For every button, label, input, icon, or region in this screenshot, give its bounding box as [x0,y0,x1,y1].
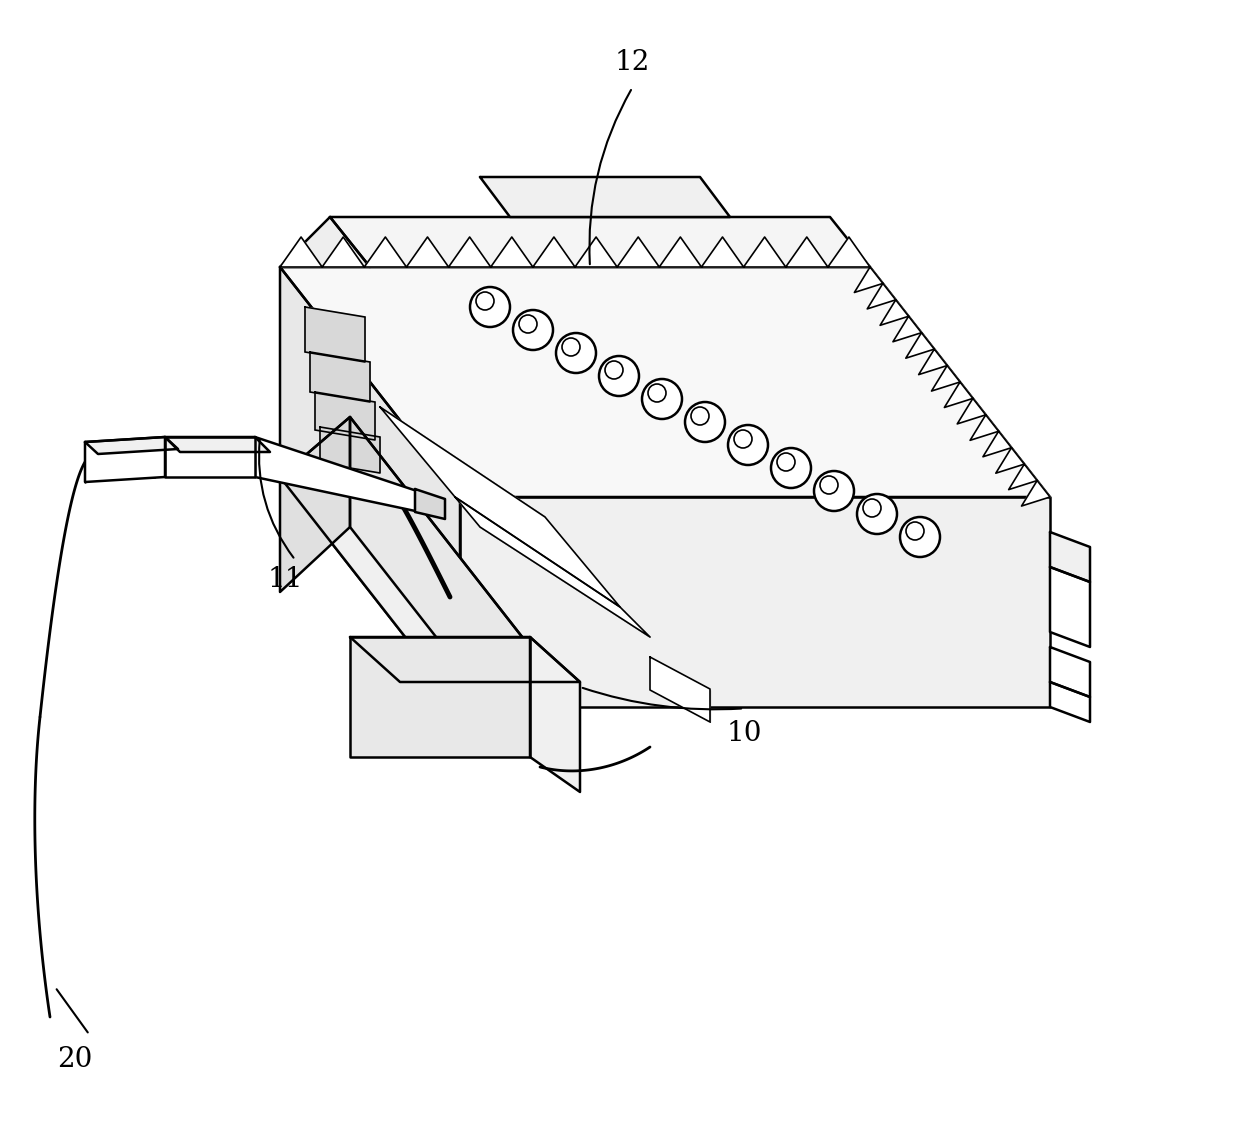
Circle shape [857,493,897,534]
Polygon shape [330,217,870,267]
Polygon shape [305,307,365,362]
Polygon shape [165,437,270,453]
Polygon shape [970,415,998,440]
Circle shape [513,310,553,350]
Polygon shape [1050,682,1090,722]
Polygon shape [315,392,374,440]
Polygon shape [280,267,1050,497]
Polygon shape [415,489,445,518]
Polygon shape [867,283,895,309]
Polygon shape [983,431,1012,457]
Text: 10: 10 [727,720,761,747]
Circle shape [728,425,768,465]
Polygon shape [931,366,960,391]
Circle shape [642,379,682,420]
Polygon shape [880,300,909,325]
Circle shape [813,471,854,511]
Polygon shape [280,267,460,707]
Polygon shape [744,236,786,267]
Polygon shape [480,177,730,217]
Polygon shape [280,417,350,592]
Polygon shape [854,267,883,292]
Text: 20: 20 [57,1046,92,1073]
Polygon shape [255,437,420,512]
Polygon shape [280,217,370,267]
Polygon shape [650,657,711,722]
Polygon shape [1008,464,1037,490]
Polygon shape [379,407,620,607]
Polygon shape [996,448,1024,473]
Polygon shape [455,497,650,637]
Polygon shape [280,417,529,707]
Circle shape [900,517,940,557]
Text: 12: 12 [615,49,650,76]
Circle shape [684,402,725,442]
Polygon shape [350,417,529,757]
Polygon shape [86,437,179,454]
Polygon shape [310,352,370,402]
Polygon shape [407,236,449,267]
Circle shape [599,356,639,396]
Polygon shape [533,236,575,267]
Polygon shape [905,333,934,358]
Polygon shape [350,637,580,682]
Polygon shape [957,398,986,424]
Polygon shape [1050,647,1090,697]
Polygon shape [449,236,491,267]
Polygon shape [280,236,322,267]
Polygon shape [893,316,921,342]
Polygon shape [529,637,580,792]
Polygon shape [320,428,379,473]
Polygon shape [322,236,365,267]
Polygon shape [1022,481,1050,506]
Polygon shape [828,236,870,267]
Polygon shape [919,349,947,374]
Polygon shape [165,437,255,478]
Polygon shape [86,437,165,482]
Polygon shape [460,497,1050,707]
Polygon shape [945,382,973,407]
Polygon shape [618,236,660,267]
Polygon shape [786,236,828,267]
Polygon shape [365,236,407,267]
Polygon shape [660,236,702,267]
Circle shape [470,287,510,327]
Circle shape [771,448,811,488]
Polygon shape [1050,532,1090,582]
Text: 11: 11 [268,566,303,594]
Polygon shape [491,236,533,267]
Polygon shape [702,236,744,267]
Circle shape [556,333,596,373]
Polygon shape [575,236,618,267]
Polygon shape [350,637,529,757]
Polygon shape [1050,567,1090,647]
